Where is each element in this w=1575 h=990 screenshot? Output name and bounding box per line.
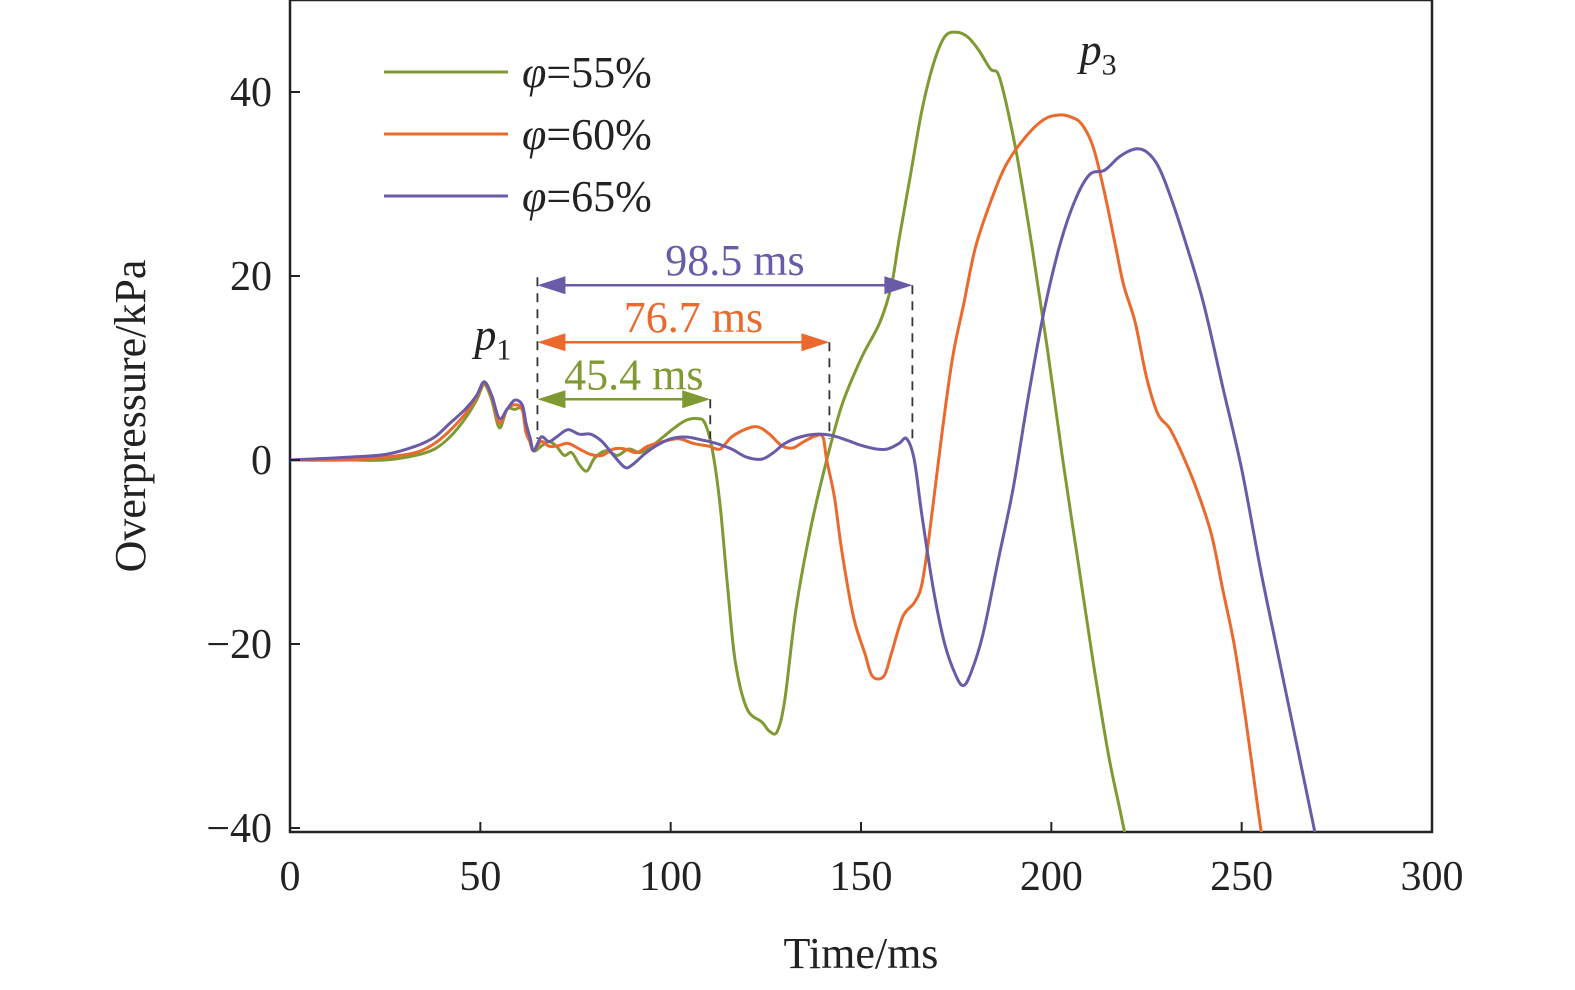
x-tick-label: 50 xyxy=(459,854,501,900)
peak-labels: p1 p3 xyxy=(471,25,1116,366)
peak-label-0: p1 xyxy=(471,311,511,367)
legend-label-1: φ=60% xyxy=(522,110,652,159)
plot-frame xyxy=(288,0,1434,834)
peak-label-1: p3 xyxy=(1077,25,1117,81)
x-tick-label: 0 xyxy=(280,854,301,900)
interval-label-0: 98.5 ms xyxy=(665,236,804,285)
interval-arrowhead-right-1 xyxy=(801,333,830,352)
x-tick-label: 100 xyxy=(639,854,702,900)
x-axis-title: Time/ms xyxy=(784,929,939,978)
series-layer xyxy=(290,30,1317,832)
y-tick-label: −40 xyxy=(206,806,272,852)
x-tick-label: 200 xyxy=(1020,854,1083,900)
series-line-2 xyxy=(290,147,1317,832)
annotation-layer: 98.5 ms 76.7 ms 45.4 ms xyxy=(536,236,914,439)
series-line-0 xyxy=(290,30,1127,832)
x-tick-label: 250 xyxy=(1210,854,1273,900)
x-tick-label: 300 xyxy=(1401,854,1464,900)
legend-label-0: φ=55% xyxy=(522,48,652,97)
x-tick-label: 150 xyxy=(830,854,893,900)
interval-arrowhead-right-2 xyxy=(682,390,711,409)
legend: φ=55% φ=60% φ=65% xyxy=(384,48,652,221)
interval-arrowhead-left-2 xyxy=(537,390,566,409)
y-tick-label: 20 xyxy=(230,254,272,300)
interval-label-2: 45.4 ms xyxy=(564,350,703,399)
y-axis-title: Overpressure/kPa xyxy=(106,260,155,573)
y-tick-label: 0 xyxy=(251,438,272,484)
interval-arrowhead-left-1 xyxy=(537,333,566,352)
interval-arrowhead-right-0 xyxy=(884,276,913,295)
legend-label-2: φ=65% xyxy=(522,172,652,221)
interval-arrowhead-left-0 xyxy=(537,276,566,295)
axis-layer: 0 50 100 150 200 250 300 −40 −20 0 20 40 xyxy=(206,70,1463,900)
interval-label-1: 76.7 ms xyxy=(624,293,763,342)
series-line-1 xyxy=(290,113,1263,832)
y-tick-label: 40 xyxy=(230,70,272,116)
y-tick-label: −20 xyxy=(206,622,272,668)
